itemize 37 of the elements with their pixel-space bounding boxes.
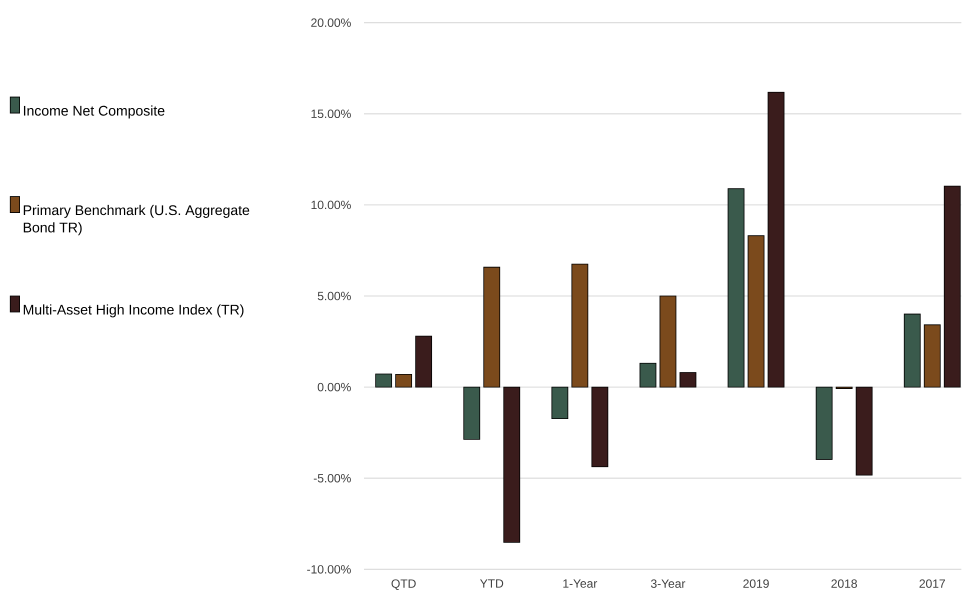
- x-tick-label: 2017: [920, 579, 945, 588]
- y-tick-label: 5.00%: [318, 292, 351, 300]
- bar: [463, 386, 480, 440]
- bar: [571, 264, 588, 388]
- bar: [660, 295, 676, 388]
- y-tick-label: -10.00%: [307, 564, 351, 574]
- x-tick-label: 1-Year: [563, 579, 598, 588]
- bar: [640, 362, 656, 388]
- bar: [375, 373, 392, 388]
- y-tick-label: 10.00%: [312, 200, 351, 209]
- bar: [728, 188, 744, 388]
- bar: [748, 235, 764, 388]
- y-tick-label: 15.00%: [312, 109, 351, 118]
- x-tick-label: 2018: [831, 579, 857, 588]
- legend-label: Primary Benchmark (U.S. Aggregate Bond TR): [24, 204, 250, 236]
- bar: [503, 386, 520, 543]
- bar: [591, 386, 608, 467]
- bar: [415, 336, 432, 388]
- y-tick-label: -5.00%: [314, 474, 351, 482]
- legend-label: Multi-Asset High Income Index (TR): [24, 304, 244, 318]
- bar: [816, 386, 833, 460]
- bar: [944, 186, 961, 388]
- bar: [768, 92, 784, 388]
- y-tick-label: 20.00%: [311, 18, 351, 27]
- y-tick-label: 0.00%: [318, 382, 351, 392]
- x-tick-label: YTD: [480, 579, 504, 588]
- bar: [856, 386, 873, 476]
- bar: [680, 372, 696, 388]
- bar: [904, 313, 921, 388]
- x-tick-label: 3-Year: [650, 579, 686, 588]
- bar: [551, 386, 568, 419]
- x-tick-label: 2019: [743, 579, 769, 588]
- x-tick-label: QTD: [392, 579, 416, 590]
- bar: [924, 324, 941, 388]
- legend-label: Income Net Composite: [24, 105, 164, 118]
- bar: [395, 374, 412, 388]
- bar: [483, 266, 500, 388]
